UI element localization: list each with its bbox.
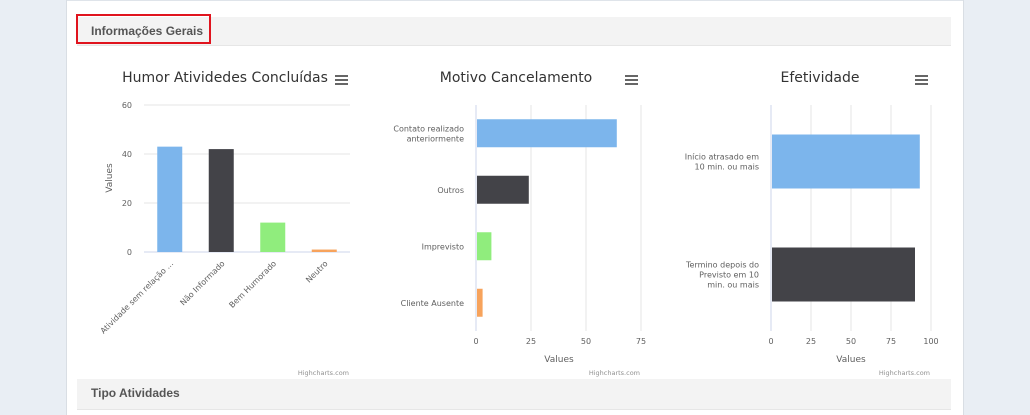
x-tick-label: 75 xyxy=(886,337,896,346)
bar[interactable] xyxy=(311,249,337,252)
y-tick-label: Outros xyxy=(437,186,464,195)
y-tick-label: Contato realizado anteriormente xyxy=(393,124,464,143)
section-header-general[interactable]: Informações Gerais xyxy=(77,17,951,46)
section-title-general: Informações Gerais xyxy=(91,24,204,38)
y-tick-label: Cliente Ausente xyxy=(401,299,464,308)
credits-label[interactable]: Highcharts.com xyxy=(879,369,930,377)
x-tick-label: 75 xyxy=(636,337,646,346)
credits-label[interactable]: Highcharts.com xyxy=(589,369,640,377)
highlight-box xyxy=(76,14,211,44)
y-tick-label: Termino depois do Previsto em 10 min. ou m… xyxy=(685,261,759,290)
chart-motivo-cancelamento: Motivo Cancelamento Contato realizado ant… xyxy=(393,70,646,377)
section-header-types[interactable]: Tipo Atividades xyxy=(77,379,951,410)
chart-humor-atividades: Humor Atividedes Concluídas Values 0 20 40… xyxy=(99,70,350,377)
x-tick-label: 100 xyxy=(923,337,938,346)
bar[interactable] xyxy=(477,288,483,317)
chart-menu-icon[interactable] xyxy=(625,75,638,85)
chart-menu-icon[interactable] xyxy=(335,75,348,85)
credits-label[interactable]: Highcharts.com xyxy=(298,369,349,377)
content-panel: Informações Gerais Tipo Atividades xyxy=(66,0,964,415)
bar[interactable] xyxy=(157,146,183,252)
y-tick-label: Início atrasado em 10 min. ou mais xyxy=(685,153,759,172)
chart-title: Efetividade xyxy=(781,70,860,86)
x-tick-label: 0 xyxy=(473,337,478,346)
bar[interactable] xyxy=(477,119,617,148)
x-tick-label: 25 xyxy=(806,337,816,346)
chart-efetividade: Efetividade Início atrasado em 10 min. ou… xyxy=(685,70,939,377)
panel-top-border xyxy=(67,0,963,1)
chart-title: Humor Atividedes Concluídas xyxy=(122,70,328,86)
bar[interactable] xyxy=(772,134,920,189)
chart-menu-icon[interactable] xyxy=(915,75,928,85)
bar[interactable] xyxy=(477,232,492,261)
bar[interactable] xyxy=(477,175,529,204)
y-tick-label: 40 xyxy=(122,150,132,159)
x-axis-title: Values xyxy=(836,355,866,365)
section-title-types: Tipo Atividades xyxy=(91,386,180,400)
chart-title: Motivo Cancelamento xyxy=(440,70,593,86)
y-axis-title: Values xyxy=(105,163,115,193)
bar[interactable] xyxy=(772,247,915,302)
y-tick-label: 0 xyxy=(127,248,132,257)
x-tick-label: 50 xyxy=(846,337,856,346)
x-axis-title: Values xyxy=(544,355,574,365)
x-tick-label: 50 xyxy=(581,337,591,346)
bar[interactable] xyxy=(260,222,286,252)
bar[interactable] xyxy=(208,149,234,252)
y-tick-label: 20 xyxy=(122,199,132,208)
x-tick-label: 0 xyxy=(768,337,773,346)
y-tick-label: 60 xyxy=(122,101,132,110)
y-tick-label: Imprevisto xyxy=(422,242,465,251)
x-tick-label: 25 xyxy=(526,337,536,346)
